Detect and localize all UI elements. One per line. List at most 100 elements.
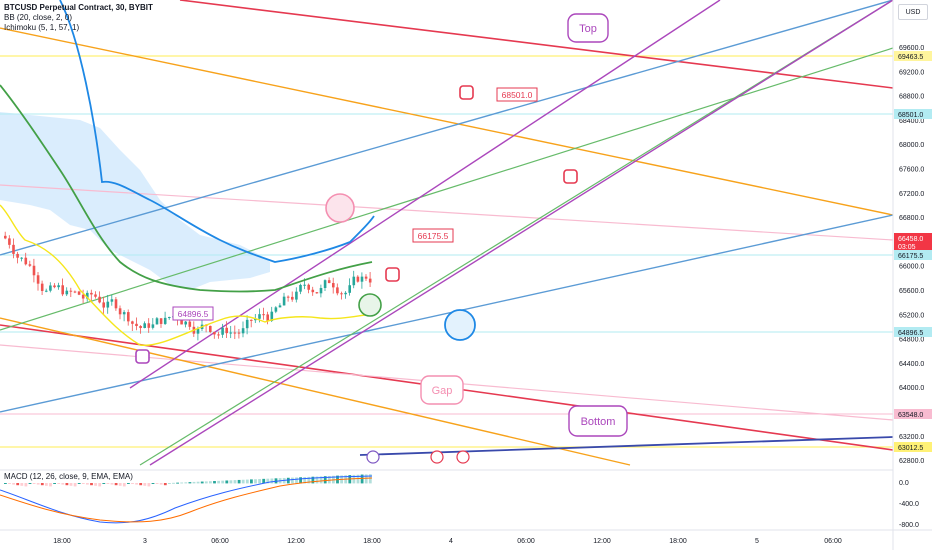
candle[interactable] [315,292,319,294]
bb-basis[interactable] [0,84,373,293]
candle[interactable] [348,285,351,293]
candle[interactable] [254,318,257,321]
candle[interactable] [36,275,40,284]
candle[interactable] [196,328,200,334]
candle[interactable] [327,280,331,284]
candle[interactable] [16,253,19,258]
candle[interactable] [237,332,241,334]
candle[interactable] [90,292,93,295]
price-tag-66175.5[interactable] [894,250,932,260]
green-trendline-upper[interactable] [0,47,894,331]
us-flag-event-icon-2[interactable] [456,450,470,464]
candle[interactable] [245,319,249,329]
candle[interactable] [225,327,228,334]
symbol-title[interactable]: BTCUSD Perpetual Contract, 30, BYBIT [4,3,153,12]
red-trendline-top[interactable] [179,0,894,89]
candle[interactable] [336,287,339,294]
candle[interactable] [118,308,122,315]
candle[interactable] [319,288,323,294]
candle[interactable] [28,264,32,266]
candle[interactable] [356,276,360,282]
smiley-happy-icon[interactable] [325,193,355,223]
candle[interactable] [131,321,134,324]
candle[interactable] [155,318,159,325]
candle[interactable] [61,285,64,295]
macd-indicator-label[interactable]: MACD (12, 26, close, 9, EMA, EMA) [4,472,133,481]
candle[interactable] [12,244,15,254]
candle[interactable] [77,291,81,295]
candle[interactable] [323,280,327,289]
smiley-neutral-icon[interactable] [358,293,382,317]
price-tag-63548.0[interactable] [894,409,932,419]
hand-down-icon-1[interactable] [459,85,474,100]
macd-signal-line[interactable] [0,477,373,523]
candle[interactable] [213,331,216,335]
candle[interactable] [266,314,269,321]
candle[interactable] [127,312,130,322]
price-tag-68501.0[interactable] [894,109,932,119]
purple-channel-upper[interactable] [129,0,721,389]
candle[interactable] [209,325,212,332]
price-label-68501-box[interactable] [496,87,538,102]
candle[interactable] [122,312,126,315]
bb-indicator-label[interactable]: BB (20, close, 2, 0) [4,13,73,22]
candle[interactable] [352,276,356,286]
candle[interactable] [278,305,282,308]
candle[interactable] [57,285,60,288]
candle[interactable] [291,296,294,300]
candle[interactable] [270,311,274,321]
candle[interactable] [69,290,73,292]
candle[interactable] [159,318,163,324]
candle[interactable] [307,284,310,290]
candle[interactable] [332,283,335,288]
candle[interactable] [262,314,265,316]
bb-upper-band[interactable] [59,0,375,263]
candle[interactable] [40,283,44,291]
hand-up-icon[interactable] [135,349,150,364]
hand-left-icon[interactable] [563,169,578,184]
candle[interactable] [188,321,192,327]
bb-lower-band[interactable] [0,204,373,346]
candle[interactable] [250,319,253,321]
candle[interactable] [94,294,97,297]
candle[interactable] [344,292,347,295]
candle[interactable] [360,276,364,282]
candle[interactable] [217,334,220,336]
orange-trendline-bottom[interactable] [0,317,631,466]
price-tag-63012.5[interactable] [894,442,932,452]
candle[interactable] [8,238,11,245]
candle[interactable] [233,332,237,334]
lightning-event-icon[interactable] [366,450,380,464]
candle[interactable] [106,301,110,308]
currency-button[interactable]: USD [898,4,928,20]
candle[interactable] [311,289,315,293]
hand-down-icon-2[interactable] [385,267,400,282]
candle[interactable] [368,278,372,283]
candle[interactable] [295,291,298,300]
orange-trendline-top[interactable] [0,27,894,216]
candle[interactable] [168,317,171,319]
candle[interactable] [102,302,105,308]
candle[interactable] [303,284,306,286]
candle[interactable] [274,307,278,312]
candle[interactable] [32,265,36,276]
blue-trendline-upper[interactable] [0,0,894,256]
candle[interactable] [81,294,85,299]
candle[interactable] [340,293,343,295]
candle[interactable] [299,284,302,292]
candle[interactable] [135,323,138,327]
candle[interactable] [258,314,261,319]
bottom-callout-bubble[interactable] [568,405,628,437]
blue-trendline-lower[interactable] [0,214,894,413]
green-trendline-lower[interactable] [139,0,894,466]
price-tag-66458.0[interactable] [894,233,932,251]
candle[interactable] [364,276,368,279]
smiley-confused-icon[interactable] [444,309,476,341]
gap-callout-bubble[interactable] [420,375,464,405]
price-tag-64896.5[interactable] [894,327,932,337]
top-callout-bubble[interactable] [567,13,609,43]
price-tag-69463.5[interactable] [894,51,932,61]
candle[interactable] [282,296,286,306]
candle[interactable] [163,317,167,324]
